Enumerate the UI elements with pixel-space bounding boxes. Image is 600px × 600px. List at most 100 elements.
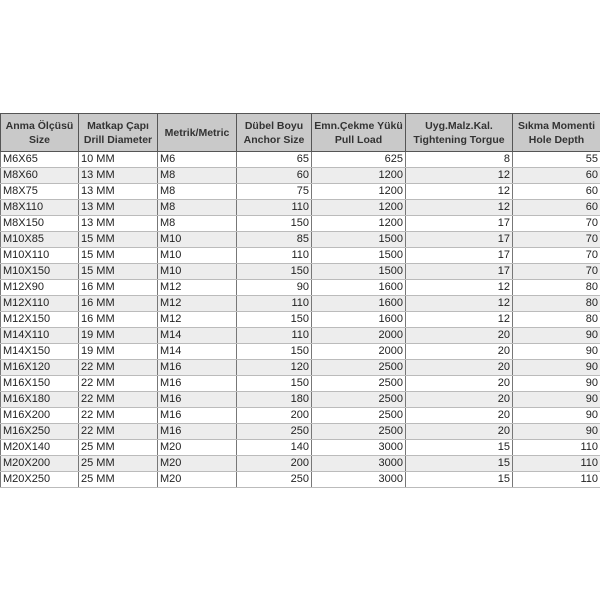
cell-anchor-size: 150 — [236, 215, 312, 232]
cell-size: M14X110 — [0, 327, 79, 344]
header-line: Dübel Boyu — [244, 119, 304, 132]
cell-anchor-size: 110 — [236, 199, 312, 216]
header-line: Size — [28, 133, 50, 146]
cell-anchor-size: 200 — [236, 455, 312, 472]
cell-drill-diameter: 13 MM — [78, 199, 158, 216]
cell-hole-depth: 80 — [512, 311, 600, 328]
cell-tightening-torque: 20 — [405, 391, 513, 408]
cell-metric: M12 — [157, 295, 237, 312]
header-line: Pull Load — [334, 133, 383, 146]
cell-pull-load: 1600 — [311, 311, 406, 328]
cell-hole-depth: 90 — [512, 391, 600, 408]
cell-metric: M20 — [157, 455, 237, 472]
cell-metric: M10 — [157, 263, 237, 280]
cell-tightening-torque: 17 — [405, 247, 513, 264]
cell-tightening-torque: 17 — [405, 263, 513, 280]
cell-pull-load: 1500 — [311, 231, 406, 248]
cell-metric: M16 — [157, 359, 237, 376]
cell-drill-diameter: 13 MM — [78, 167, 158, 184]
cell-metric: M12 — [157, 279, 237, 296]
cell-anchor-size: 65 — [236, 151, 312, 168]
column-header-tightening-torque: Uyg.Malz.Kal. Tightening Torgue — [405, 113, 513, 152]
header-line: Uyg.Malz.Kal. — [425, 119, 493, 132]
cell-pull-load: 1500 — [311, 263, 406, 280]
cell-pull-load: 2500 — [311, 407, 406, 424]
cell-size: M6X65 — [0, 151, 79, 168]
cell-tightening-torque: 20 — [405, 359, 513, 376]
cell-tightening-torque: 20 — [405, 343, 513, 360]
cell-pull-load: 1200 — [311, 183, 406, 200]
cell-drill-diameter: 13 MM — [78, 183, 158, 200]
table-header-row: Anma Ölçüsü Size Matkap Çapı Drill Diameter… — [0, 113, 600, 152]
cell-size: M20X140 — [0, 439, 79, 456]
cell-metric: M14 — [157, 343, 237, 360]
cell-size: M16X120 — [0, 359, 79, 376]
cell-drill-diameter: 15 MM — [78, 247, 158, 264]
table-row: M8X60 13 MM M8 60 1200 12 60 — [0, 167, 600, 184]
cell-pull-load: 1600 — [311, 295, 406, 312]
cell-drill-diameter: 22 MM — [78, 391, 158, 408]
table-row: M8X110 13 MM M8 110 1200 12 60 — [0, 199, 600, 216]
table-row: M16X120 22 MM M16 120 2500 20 90 — [0, 359, 600, 376]
table-row: M8X150 13 MM M8 150 1200 17 70 — [0, 215, 600, 232]
column-header-drill-diameter: Matkap Çapı Drill Diameter — [78, 113, 158, 152]
cell-hole-depth: 110 — [512, 439, 600, 456]
header-line: Tightening Torgue — [413, 133, 505, 146]
cell-pull-load: 1200 — [311, 215, 406, 232]
cell-tightening-torque: 12 — [405, 311, 513, 328]
cell-anchor-size: 110 — [236, 295, 312, 312]
column-header-size: Anma Ölçüsü Size — [0, 113, 79, 152]
cell-drill-diameter: 22 MM — [78, 375, 158, 392]
cell-drill-diameter: 25 MM — [78, 455, 158, 472]
cell-tightening-torque: 15 — [405, 471, 513, 488]
cell-anchor-size: 250 — [236, 423, 312, 440]
cell-metric: M16 — [157, 407, 237, 424]
table-row: M16X150 22 MM M16 150 2500 20 90 — [0, 375, 600, 392]
column-header-anchor-size: Dübel Boyu Anchor Size — [236, 113, 312, 152]
cell-metric: M16 — [157, 391, 237, 408]
cell-metric: M8 — [157, 199, 237, 216]
cell-anchor-size: 150 — [236, 375, 312, 392]
header-line: Emn.Çekme Yükü — [314, 119, 403, 132]
table-row: M14X150 19 MM M14 150 2000 20 90 — [0, 343, 600, 360]
header-line: Hole Depth — [528, 133, 585, 146]
cell-anchor-size: 85 — [236, 231, 312, 248]
cell-metric: M10 — [157, 231, 237, 248]
cell-size: M16X200 — [0, 407, 79, 424]
cell-tightening-torque: 12 — [405, 167, 513, 184]
cell-tightening-torque: 12 — [405, 183, 513, 200]
cell-size: M16X250 — [0, 423, 79, 440]
table-row: M8X75 13 MM M8 75 1200 12 60 — [0, 183, 600, 200]
cell-anchor-size: 150 — [236, 311, 312, 328]
cell-size: M12X110 — [0, 295, 79, 312]
cell-metric: M12 — [157, 311, 237, 328]
cell-hole-depth: 70 — [512, 247, 600, 264]
table-row: M12X110 16 MM M12 110 1600 12 80 — [0, 295, 600, 312]
cell-drill-diameter: 19 MM — [78, 343, 158, 360]
cell-pull-load: 2000 — [311, 343, 406, 360]
cell-anchor-size: 75 — [236, 183, 312, 200]
table-row: M6X65 10 MM M6 65 625 8 55 — [0, 151, 600, 168]
cell-hole-depth: 90 — [512, 343, 600, 360]
cell-drill-diameter: 15 MM — [78, 231, 158, 248]
cell-drill-diameter: 16 MM — [78, 311, 158, 328]
cell-size: M12X90 — [0, 279, 79, 296]
cell-size: M10X110 — [0, 247, 79, 264]
cell-drill-diameter: 10 MM — [78, 151, 158, 168]
cell-hole-depth: 55 — [512, 151, 600, 168]
cell-size: M8X110 — [0, 199, 79, 216]
table-row: M16X250 22 MM M16 250 2500 20 90 — [0, 423, 600, 440]
table-row: M10X150 15 MM M10 150 1500 17 70 — [0, 263, 600, 280]
cell-size: M8X60 — [0, 167, 79, 184]
cell-hole-depth: 90 — [512, 407, 600, 424]
cell-pull-load: 3000 — [311, 439, 406, 456]
table-row: M12X90 16 MM M12 90 1600 12 80 — [0, 279, 600, 296]
cell-size: M14X150 — [0, 343, 79, 360]
cell-hole-depth: 60 — [512, 183, 600, 200]
cell-hole-depth: 80 — [512, 279, 600, 296]
cell-tightening-torque: 15 — [405, 455, 513, 472]
cell-size: M20X200 — [0, 455, 79, 472]
cell-hole-depth: 80 — [512, 295, 600, 312]
cell-hole-depth: 70 — [512, 231, 600, 248]
cell-tightening-torque: 20 — [405, 327, 513, 344]
